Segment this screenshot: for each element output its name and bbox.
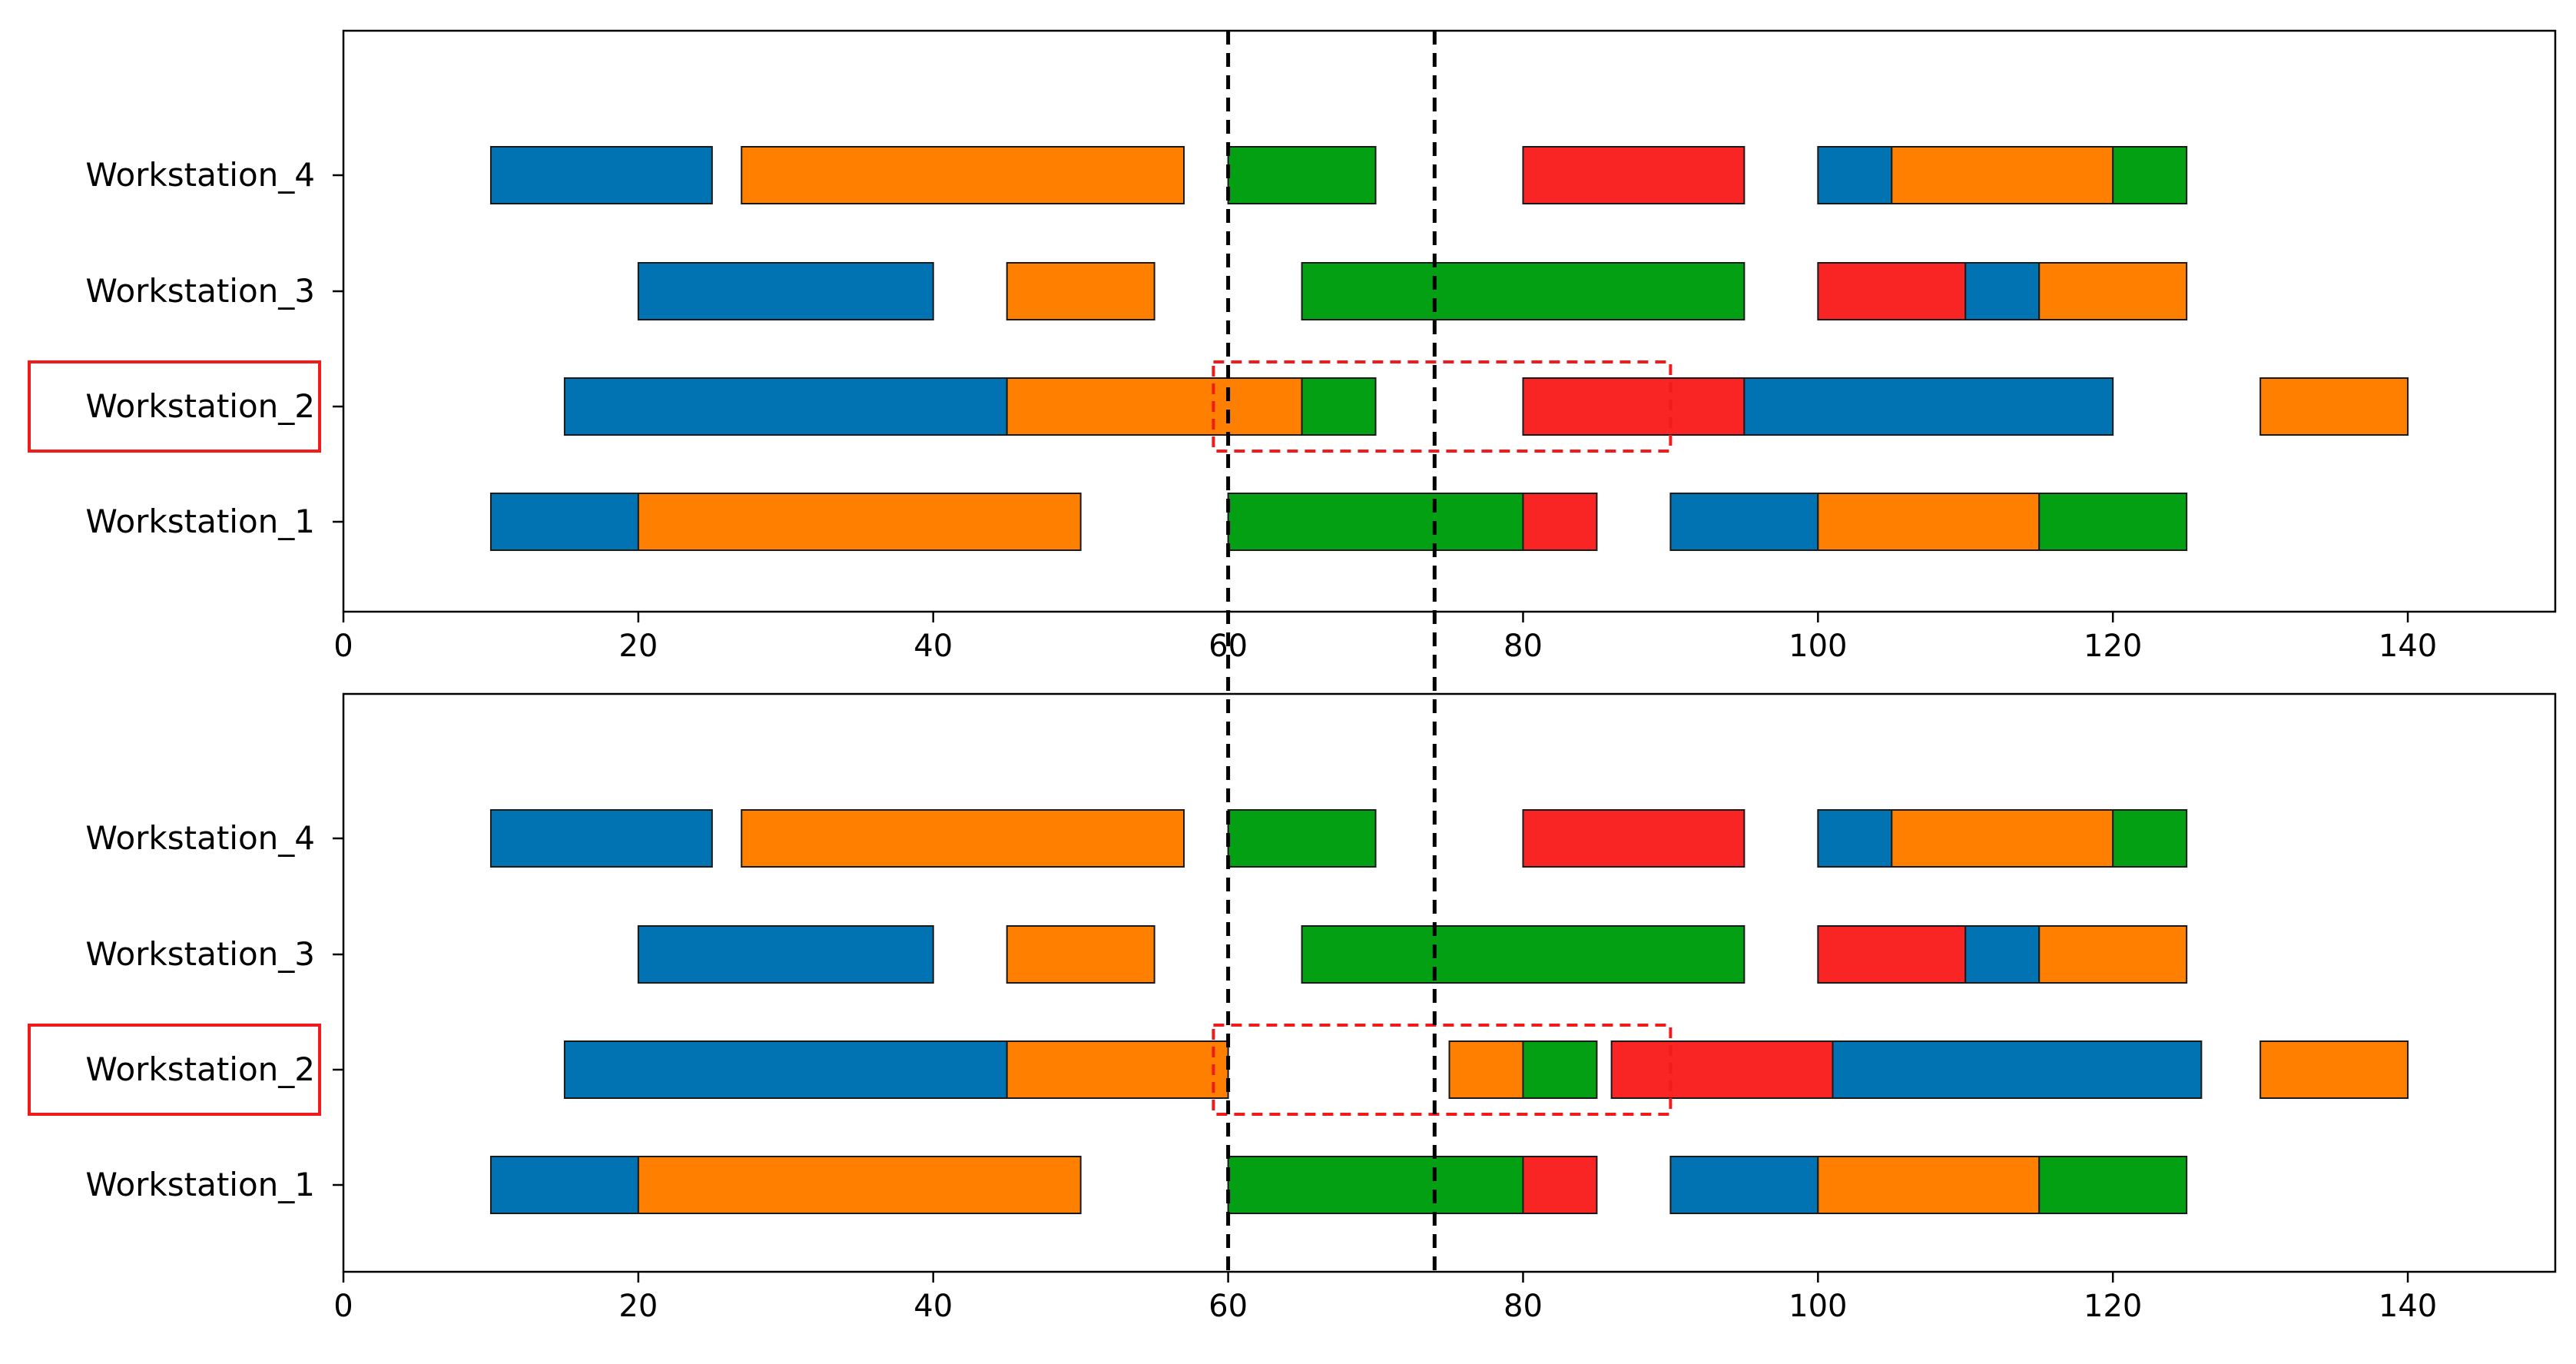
task-bar-workstation-3-45-55 (1006, 262, 1155, 320)
task-bar-workstation-4-27-57 (741, 146, 1185, 204)
task-bar-workstation-3-100-110 (1817, 262, 1967, 320)
task-bar-workstation-3-115-125 (2038, 925, 2188, 984)
task-bar-workstation-1-80-85 (1522, 1156, 1598, 1214)
task-bar-workstation-4-80-95 (1522, 146, 1746, 204)
task-bar-workstation-3-110-115 (1964, 925, 2041, 984)
task-bar-workstation-2-75-80 (1448, 1040, 1524, 1099)
task-bar-workstation-3-20-40 (637, 925, 934, 984)
category-highlight-box (28, 1024, 321, 1116)
y-tick-label-workstation-1: Workstation_1 (85, 1166, 315, 1203)
task-bar-workstation-4-120-125 (2112, 146, 2188, 204)
task-bar-workstation-3-115-125 (2038, 262, 2188, 320)
task-bar-workstation-2-95-120 (1743, 377, 2114, 436)
y-tick-label-workstation-2: Workstation_2 (85, 387, 315, 425)
x-tick-label: 80 (1503, 1289, 1543, 1324)
task-bar-workstation-1-60-80 (1227, 493, 1524, 551)
x-tick-label: 120 (2084, 629, 2142, 664)
task-bar-workstation-1-90-100 (1669, 493, 1819, 551)
plot-frame (342, 692, 2557, 1273)
task-bar-workstation-4-100-105 (1817, 146, 1893, 204)
task-bar-workstation-3-45-55 (1006, 925, 1155, 984)
y-tick-label-workstation-4: Workstation_4 (85, 819, 315, 857)
task-bar-workstation-2-130-140 (2259, 1040, 2409, 1099)
task-bar-workstation-2-65-70 (1301, 377, 1377, 436)
task-bar-workstation-4-10-25 (489, 809, 713, 868)
task-bar-workstation-1-90-100 (1669, 1156, 1819, 1214)
task-bar-workstation-2-15-45 (563, 1040, 1008, 1099)
task-bar-workstation-1-115-125 (2038, 1156, 2188, 1214)
task-bar-workstation-1-80-85 (1522, 493, 1598, 551)
task-bar-workstation-1-60-80 (1227, 1156, 1524, 1214)
x-tick-label: 100 (1789, 629, 1847, 664)
vertical-marker-overlay (1226, 31, 1437, 1272)
chart-panel-2: 0 20 40 60 80 100 120 140 Workstation_1 Workstati… (28, 692, 2557, 1324)
x-tick-label: 40 (913, 629, 953, 664)
task-bar-workstation-3-20-40 (637, 262, 934, 320)
y-tick-label-workstation-2: Workstation_2 (85, 1050, 315, 1088)
x-tick-label: 140 (2379, 1289, 2437, 1324)
category-highlight-box (28, 360, 321, 453)
dashed-highlight-region (1212, 1024, 1673, 1116)
y-tick-label-workstation-3: Workstation_3 (85, 935, 315, 973)
x-tick-label: 0 (333, 1289, 353, 1324)
task-bar-workstation-3-100-110 (1817, 925, 1967, 984)
x-tick-label: 60 (1208, 1289, 1248, 1324)
task-bar-workstation-4-60-70 (1227, 809, 1377, 868)
task-bar-workstation-2-80-85 (1522, 1040, 1598, 1099)
x-tick-label: 140 (2379, 629, 2437, 664)
task-bar-workstation-2-80-95 (1522, 377, 1746, 436)
task-bar-workstation-2-45-60 (1006, 1040, 1229, 1099)
x-tick-label: 40 (913, 1289, 953, 1324)
x-tick-label: 20 (618, 629, 658, 664)
task-bar-workstation-2-15-45 (563, 377, 1008, 436)
task-bar-workstation-1-20-50 (637, 1156, 1082, 1214)
task-bar-workstation-2-130-140 (2259, 377, 2409, 436)
plot-frame (342, 29, 2557, 613)
x-tick-label: 0 (333, 629, 353, 664)
task-bar-workstation-4-80-95 (1522, 809, 1746, 868)
task-bar-workstation-1-100-115 (1817, 493, 2041, 551)
y-tick-label-workstation-1: Workstation_1 (85, 503, 315, 540)
task-bar-workstation-3-65-95 (1301, 262, 1746, 320)
task-bar-workstation-4-105-120 (1891, 809, 2114, 868)
task-bar-workstation-4-105-120 (1891, 146, 2114, 204)
task-bar-workstation-4-60-70 (1227, 146, 1377, 204)
chart-panel-1: 0 20 40 60 80 100 120 140Workstation_1Workstati… (28, 29, 2557, 664)
task-bar-workstation-1-115-125 (2038, 493, 2188, 551)
task-bar-workstation-1-10-20 (489, 1156, 639, 1214)
y-tick-label-workstation-4: Workstation_4 (85, 156, 315, 194)
task-bar-workstation-4-120-125 (2112, 809, 2188, 868)
x-tick-label: 20 (618, 1289, 658, 1324)
task-bar-workstation-4-27-57 (741, 809, 1185, 868)
dashed-highlight-region (1212, 360, 1673, 453)
x-tick-label: 80 (1503, 629, 1543, 664)
x-tick-label: 100 (1789, 1289, 1847, 1324)
task-bar-workstation-2-45-65 (1006, 377, 1303, 436)
task-bar-workstation-1-10-20 (489, 493, 639, 551)
task-bar-workstation-4-10-25 (489, 146, 713, 204)
task-bar-workstation-2-86-101 (1610, 1040, 1834, 1099)
x-tick-label: 120 (2084, 1289, 2142, 1324)
task-bar-workstation-1-20-50 (637, 493, 1082, 551)
task-bar-workstation-3-65-95 (1301, 925, 1746, 984)
y-tick-label-workstation-3: Workstation_3 (85, 272, 315, 310)
task-bar-workstation-1-100-115 (1817, 1156, 2041, 1214)
task-bar-workstation-4-100-105 (1817, 809, 1893, 868)
chart-panels: 0 20 40 60 80 100 120 140 Workstation_1 Workstati… (28, 29, 2557, 1324)
task-bar-workstation-2-101-126 (1832, 1040, 2203, 1099)
task-bar-workstation-3-110-115 (1964, 262, 2041, 320)
